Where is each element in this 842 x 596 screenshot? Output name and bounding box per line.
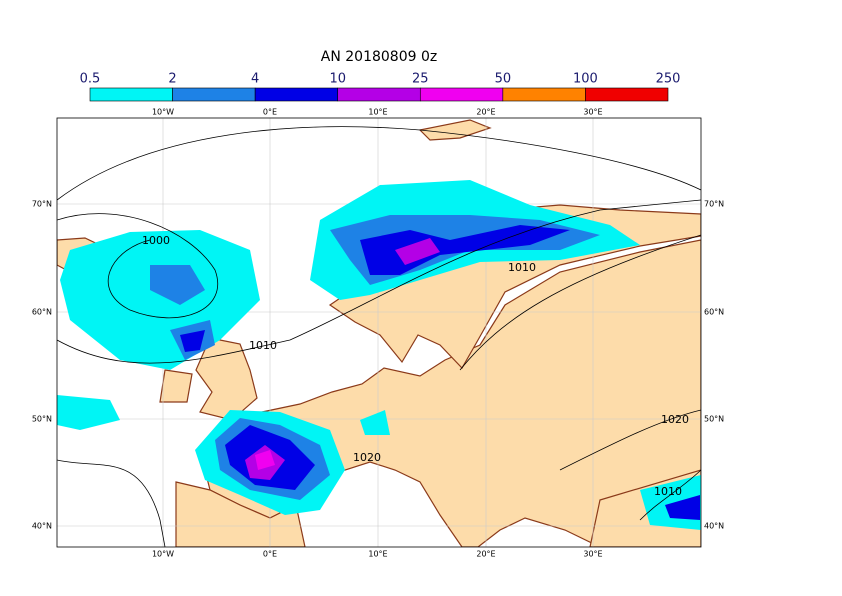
colorbar-label: 100 — [573, 72, 598, 87]
colorbar-label: 2 — [168, 72, 176, 87]
isobar-labels: 1000 1010 1010 1020 1020 1010 — [142, 234, 689, 498]
colorbar: 0.5 2 4 10 25 50 100 250 — [80, 72, 681, 102]
map-title: AN 20180809 0z — [321, 49, 437, 65]
lon-label: 10°W — [152, 108, 174, 117]
colorbar-box — [419, 87, 504, 102]
colorbar-label: 250 — [656, 72, 681, 87]
axis-labels: 10°W 0°E 10°E 20°E 30°E 10°W 0°E 10°E 20°E 30°E 70… — [32, 108, 724, 559]
lat-label: 70°N — [32, 200, 52, 209]
colorbar-label: 4 — [251, 72, 259, 87]
map-area: 1000 1010 1010 1020 1020 1010 — [57, 118, 701, 547]
colorbar-box — [172, 87, 256, 102]
lat-label: 50°N — [704, 415, 724, 424]
contour-label: 1020 — [353, 451, 381, 464]
lon-label: 10°E — [368, 550, 387, 559]
lon-label: 20°E — [476, 108, 495, 117]
lon-label: 30°E — [583, 550, 602, 559]
colorbar-label: 0.5 — [80, 72, 101, 87]
lon-label: 30°E — [583, 108, 602, 117]
map-frame — [56, 117, 702, 548]
lat-label: 60°N — [704, 308, 724, 317]
lat-label: 40°N — [32, 522, 52, 531]
contour-label: 1010 — [249, 339, 277, 352]
colorbar-box — [254, 87, 339, 102]
colorbar-label: 10 — [329, 72, 346, 87]
contour-label: 1020 — [661, 413, 689, 426]
contour-label: 1010 — [654, 485, 682, 498]
lon-label: 20°E — [476, 550, 495, 559]
colorbar-box — [337, 87, 421, 102]
lat-label: 50°N — [32, 415, 52, 424]
lat-label: 60°N — [32, 308, 52, 317]
precipitation — [57, 180, 701, 530]
colorbar-label: 50 — [495, 72, 512, 87]
contour-label: 1000 — [142, 234, 170, 247]
lon-label: 10°E — [368, 108, 387, 117]
colorbar-label: 25 — [412, 72, 429, 87]
lat-label: 40°N — [704, 522, 724, 531]
isobars — [57, 126, 701, 547]
contour-label: 1010 — [508, 261, 536, 274]
colorbar-box — [502, 87, 586, 102]
lat-label: 70°N — [704, 200, 724, 209]
colorbar-box — [89, 87, 173, 102]
lon-label: 0°E — [263, 108, 277, 117]
colorbar-box — [585, 87, 669, 102]
lon-label: 10°W — [152, 550, 174, 559]
lon-label: 0°E — [263, 550, 277, 559]
